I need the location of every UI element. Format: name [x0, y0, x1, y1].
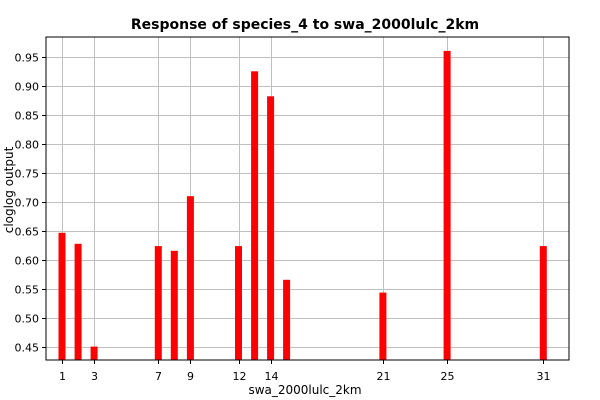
bar-9 — [186, 196, 194, 360]
bar-2 — [74, 243, 82, 360]
y-tick-label: 0.95 — [15, 52, 40, 65]
y-tick-label: 0.85 — [15, 110, 40, 123]
bar-14 — [267, 96, 275, 361]
x-tick-label: 31 — [537, 370, 551, 383]
x-tick-label: 12 — [233, 370, 247, 383]
y-axis-ticks: 0.45 0.50 0.55 0.60 0.65 0.70 0.75 0.80 0.85 0.90… — [15, 52, 46, 355]
bar-25 — [443, 50, 451, 361]
y-tick-label: 0.60 — [15, 255, 40, 268]
y-tick-label: 0.70 — [15, 197, 40, 210]
bar-31 — [539, 246, 547, 360]
y-tick-label: 0.50 — [15, 313, 40, 326]
bar-13 — [251, 71, 259, 361]
bar-3 — [90, 346, 98, 360]
y-tick-label: 0.80 — [15, 139, 40, 152]
bar-15 — [283, 279, 291, 360]
bar-8 — [170, 250, 178, 360]
y-tick-label: 0.65 — [15, 226, 40, 239]
y-tick-label: 0.75 — [15, 168, 40, 181]
x-tick-label: 9 — [187, 370, 194, 383]
x-tick-label: 7 — [155, 370, 162, 383]
y-tick-label: 0.45 — [15, 342, 40, 355]
y-tick-label: 0.55 — [15, 284, 40, 297]
bar-1 — [58, 232, 66, 360]
x-axis-label: swa_2000lulc_2km — [248, 383, 361, 397]
y-axis-label: cloglog output — [2, 146, 16, 233]
bar-7 — [154, 246, 162, 360]
bar-12 — [235, 246, 242, 360]
x-tick-label: 3 — [91, 370, 98, 383]
x-axis-ticks: 1 3 7 9 12 14 21 25 31 — [59, 360, 551, 383]
y-tick-label: 0.90 — [15, 81, 40, 94]
bar-21 — [379, 292, 387, 360]
bars — [58, 50, 547, 361]
chart-title: Response of species_4 to swa_2000lulc_2k… — [131, 17, 479, 33]
x-tick-label: 25 — [441, 370, 455, 383]
x-tick-label: 14 — [265, 370, 279, 383]
x-tick-label: 1 — [59, 370, 66, 383]
x-tick-label: 21 — [377, 370, 391, 383]
plot-frame — [45, 36, 570, 361]
